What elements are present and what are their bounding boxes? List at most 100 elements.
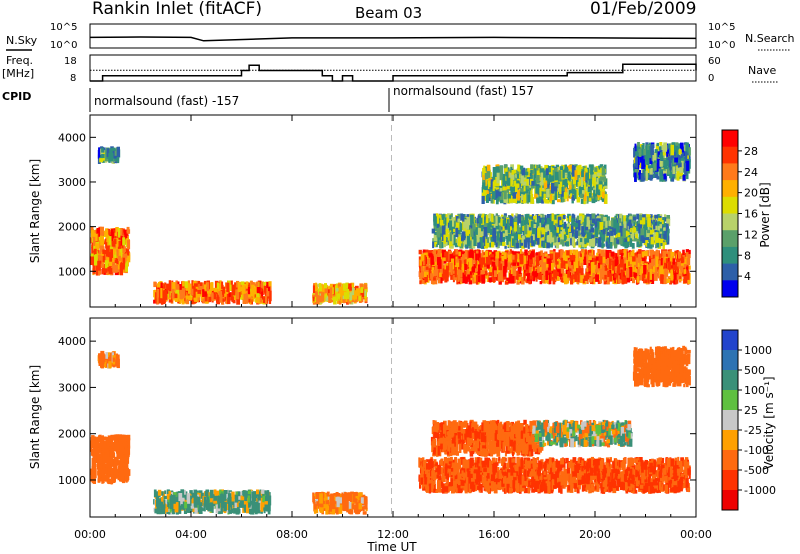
heat-cell-5: [632, 227, 637, 233]
heat-cell-2: [208, 296, 212, 303]
heat-cell-5: [664, 228, 667, 240]
heat-cell-5: [460, 237, 464, 241]
heat-cell-6: [572, 178, 576, 185]
heat-cell-2: [252, 291, 255, 302]
heat-cell-4: [627, 252, 630, 262]
heat-cell-4: [632, 265, 636, 272]
heat-cell-5: [658, 217, 662, 222]
heat-cell-6: [603, 176, 607, 182]
heat-cell-6: [601, 198, 605, 202]
heat-cell-0: [111, 266, 115, 272]
heat-cell-6: [506, 184, 510, 190]
heat-cell-5: [498, 240, 501, 246]
heat-cell-5: [562, 228, 566, 234]
heat-cell-4: [604, 266, 607, 276]
heat-cell-2: [243, 294, 248, 303]
heat-cell-5: [588, 215, 592, 225]
heat-cell-4: [541, 269, 545, 274]
heat-cell-6: [520, 173, 524, 184]
heat-cell-4: [510, 255, 515, 260]
heat-cell-4: [603, 281, 607, 285]
heat-cell-5: [623, 221, 627, 229]
heat-cell-6: [506, 177, 511, 186]
heat-cell-0: [114, 267, 118, 273]
heat-cell-5: [645, 237, 649, 247]
heat-cell-6: [509, 195, 513, 203]
heat-cell-6: [485, 192, 489, 203]
heat-cell-4: [584, 249, 587, 258]
heat-cell-4: [538, 267, 542, 272]
heat-cell-0: [126, 236, 129, 243]
heat-cell-5: [553, 221, 556, 226]
heat-cell-0: [119, 228, 123, 236]
heat-cell-5: [522, 225, 526, 231]
heat-cell-4: [634, 272, 638, 278]
heat-cell-6: [481, 195, 485, 204]
heat-cell-5: [619, 221, 622, 230]
heat-cell-5: [562, 214, 566, 219]
heat-cell-5: [610, 232, 614, 242]
heat-cell-5: [564, 221, 567, 229]
heat-cell-4: [532, 271, 536, 282]
heat-cell-2: [220, 290, 224, 296]
heat-cell-2: [234, 282, 238, 287]
heat-cell-5: [666, 223, 669, 232]
heat-cell-6: [590, 196, 593, 200]
heat-cell-1: [116, 146, 120, 157]
heat-cell-5: [538, 236, 542, 248]
heat-cell-5: [491, 213, 494, 223]
heat-cell-5: [484, 214, 487, 218]
heat-cell-5: [586, 216, 590, 226]
heat-cell-5: [640, 220, 643, 225]
heat-cell-4: [509, 273, 513, 279]
heat-cell-2: [262, 296, 267, 303]
heat-cell-4: [670, 251, 673, 262]
heat-cell-5: [441, 214, 445, 224]
heat-cell-4: [456, 258, 459, 263]
heat-cell-5: [454, 238, 459, 248]
heat-cell-2: [268, 286, 271, 292]
heat-cell-4: [450, 271, 453, 275]
heat-cell-5: [446, 217, 449, 226]
heat-cell-4: [441, 268, 446, 278]
heat-cell-6: [492, 188, 496, 200]
heat-cell-5: [449, 220, 452, 231]
heat-cell-3: [354, 290, 357, 300]
heat-cell-2: [213, 287, 218, 293]
heat-cell-6: [583, 192, 587, 202]
heat-cell-0: [112, 256, 115, 262]
heat-cell-4: [458, 269, 461, 280]
heat-cell-4: [573, 261, 576, 272]
heat-cell-2: [228, 292, 231, 297]
heat-cell-4: [579, 257, 584, 266]
heat-cell-6: [484, 179, 487, 186]
heat-cell-5: [578, 220, 581, 231]
heat-cell-6: [538, 164, 541, 174]
heat-cell-4: [540, 263, 544, 272]
heat-cell-4: [445, 251, 450, 260]
heat-cell-2: [225, 282, 228, 289]
heat-cell-5: [546, 217, 550, 225]
heat-cell-6: [536, 164, 539, 171]
heat-cell-6: [497, 191, 502, 197]
heat-cell-6: [545, 168, 549, 176]
heat-cell-4: [475, 275, 478, 285]
heat-cell-4: [665, 263, 668, 272]
heat-cell-4: [451, 267, 455, 276]
heat-cell-5: [476, 217, 479, 224]
heat-cell-4: [555, 252, 559, 262]
nsearch-label: N.Search: [745, 32, 795, 45]
heat-cell-4: [649, 259, 652, 263]
heat-cell-4: [675, 261, 678, 266]
heat-cell-6: [557, 194, 561, 198]
heat-cell-4: [493, 270, 497, 277]
heat-cell-2: [226, 294, 231, 305]
heat-cell-0: [107, 228, 111, 240]
heat-cell-4: [477, 275, 481, 283]
heat-cell-4: [521, 276, 525, 285]
heat-cell-5: [666, 218, 671, 227]
heat-cell-2: [240, 281, 245, 285]
heat-cell-5: [599, 229, 603, 240]
heat-cell-4: [567, 270, 570, 278]
heat-cell-4: [536, 256, 540, 268]
